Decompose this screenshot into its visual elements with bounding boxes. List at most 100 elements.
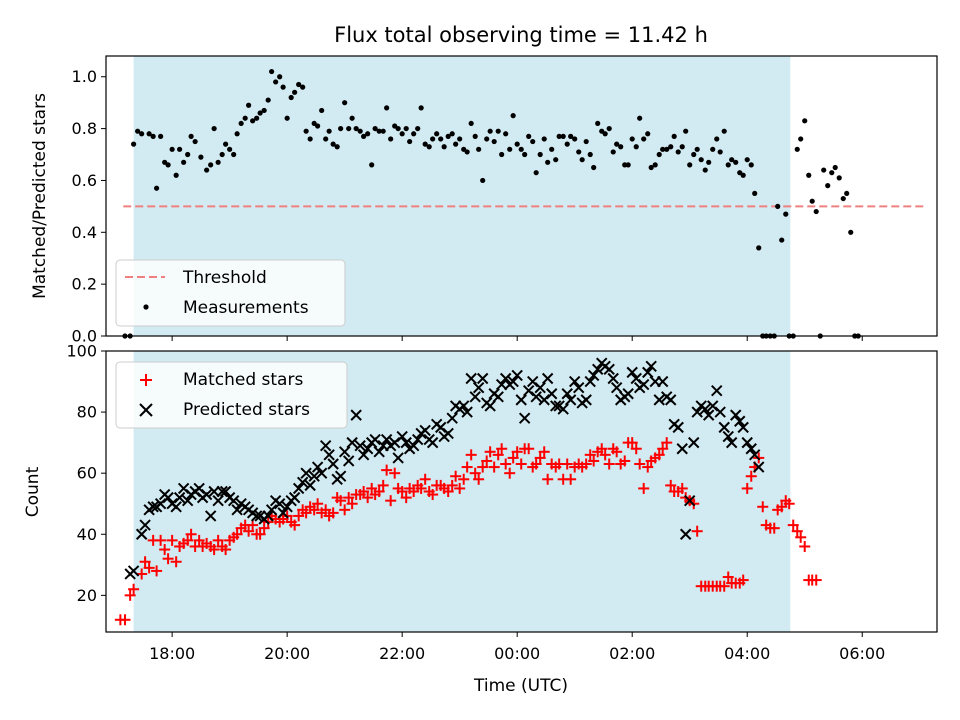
measurement-point (131, 141, 137, 147)
predicted-stars-point (476, 372, 489, 385)
predicted-stars-point (300, 467, 312, 479)
measurement-point (579, 157, 585, 163)
ratio-y-axis-ticks: 0.0 0.2 0.4 0.6 0.8 1.0 (72, 67, 106, 346)
measurement-point (257, 110, 263, 116)
x-tick-label: 02:00 (609, 644, 655, 663)
x-tick-label: 18:00 (149, 644, 195, 663)
predicted-stars-point (753, 461, 765, 473)
measurement-point (553, 157, 559, 163)
measurement-point (683, 128, 689, 134)
count-y-axis-ticks: 20 40 60 80 100 (66, 342, 106, 605)
matched-stars-point (465, 449, 477, 461)
predicted-stars-point (334, 470, 347, 482)
measurement-point (192, 138, 198, 145)
predicted-stars-point (492, 391, 504, 403)
measurement-point (403, 125, 409, 132)
matched-stars-point (500, 458, 512, 470)
measurement-point (821, 167, 827, 173)
measurement-point (185, 151, 191, 158)
matched-stars-point (166, 534, 178, 546)
matched-stars-point (611, 446, 623, 458)
measurement-point (629, 136, 635, 142)
x-tick-label: 06:00 (839, 644, 885, 663)
matched-stars-point (446, 479, 458, 491)
predicted-stars-point (292, 482, 305, 495)
measurement-point (648, 164, 654, 171)
measurement-point (794, 146, 800, 152)
measurement-point (445, 133, 451, 139)
measurement-point (721, 128, 727, 134)
predicted-stars-point (392, 452, 404, 464)
matched-stars-point (619, 455, 631, 467)
measurement-point (679, 144, 685, 150)
measurement-point (407, 138, 413, 145)
predicted-stars-point (472, 381, 485, 394)
measurements-legend-swatch (143, 304, 149, 310)
measurement-point (330, 141, 336, 147)
measurement-point (610, 149, 616, 155)
measurement-point (265, 97, 271, 103)
matched-stars-point (481, 455, 493, 467)
predicted-stars-point (135, 528, 148, 540)
measurement-point (453, 141, 459, 147)
matched-stars-point (308, 504, 320, 516)
measurement-point (323, 136, 329, 142)
predicted-stars-point (561, 388, 573, 400)
predicted-stars-point (227, 494, 240, 507)
predicted-stars-point (361, 443, 374, 455)
y-tick-label: 60 (77, 464, 97, 483)
predicted-stars-point (699, 403, 711, 415)
matched-stars-point (492, 449, 504, 461)
measurement-point (430, 136, 436, 142)
predicted-stars-point (281, 501, 293, 513)
measurement-point (438, 136, 444, 142)
measurement-point (441, 144, 447, 150)
measurement-point (641, 136, 647, 142)
measurement-point (169, 146, 175, 152)
matched-stars-point (737, 574, 749, 586)
matched-stars-point (151, 565, 163, 577)
matched-stars-point (162, 553, 174, 565)
predicted-stars-point (350, 409, 362, 421)
matched-stars-point (258, 522, 270, 534)
predicted-stars-point (262, 510, 274, 522)
predicted-stars-point (499, 372, 512, 385)
measurement-point (288, 94, 294, 101)
predicted-stars-point (665, 394, 677, 406)
measurement-point (775, 203, 781, 209)
predicted-stars-point (730, 409, 742, 421)
matched-stars-point (389, 467, 401, 479)
measurement-point (208, 162, 214, 168)
measurement-point (380, 128, 386, 134)
measurement-point (399, 131, 405, 137)
predicted-stars-point (461, 406, 473, 418)
measurement-point (507, 146, 513, 152)
predicted-stars-point (250, 510, 263, 522)
measurement-point (576, 149, 582, 155)
measurement-point (319, 107, 325, 114)
measurement-point (664, 146, 670, 152)
matched-stars-point (515, 458, 527, 470)
measurement-point (687, 162, 693, 168)
matched-stars-point (124, 589, 136, 601)
measurement-point (150, 133, 156, 139)
measurement-point (415, 125, 421, 132)
measurement-point (204, 167, 210, 173)
measurement-point (602, 131, 608, 137)
predicted-stars-point (273, 498, 286, 510)
measurement-point (484, 136, 490, 142)
predicted-stars-point (714, 406, 726, 418)
measurement-point (541, 136, 547, 142)
ratio-legend-box (115, 259, 346, 327)
matched-stars-point (634, 458, 646, 470)
measurement-point (668, 144, 674, 150)
predicted-stars-point (173, 491, 186, 504)
matched-stars-point (534, 452, 546, 464)
predicted-stars-point (319, 439, 332, 452)
measurement-point (300, 84, 306, 90)
measurement-point (491, 138, 497, 145)
measurement-point (277, 74, 283, 80)
matched-stars-point (768, 522, 780, 534)
predicted-stars-point (711, 384, 723, 397)
